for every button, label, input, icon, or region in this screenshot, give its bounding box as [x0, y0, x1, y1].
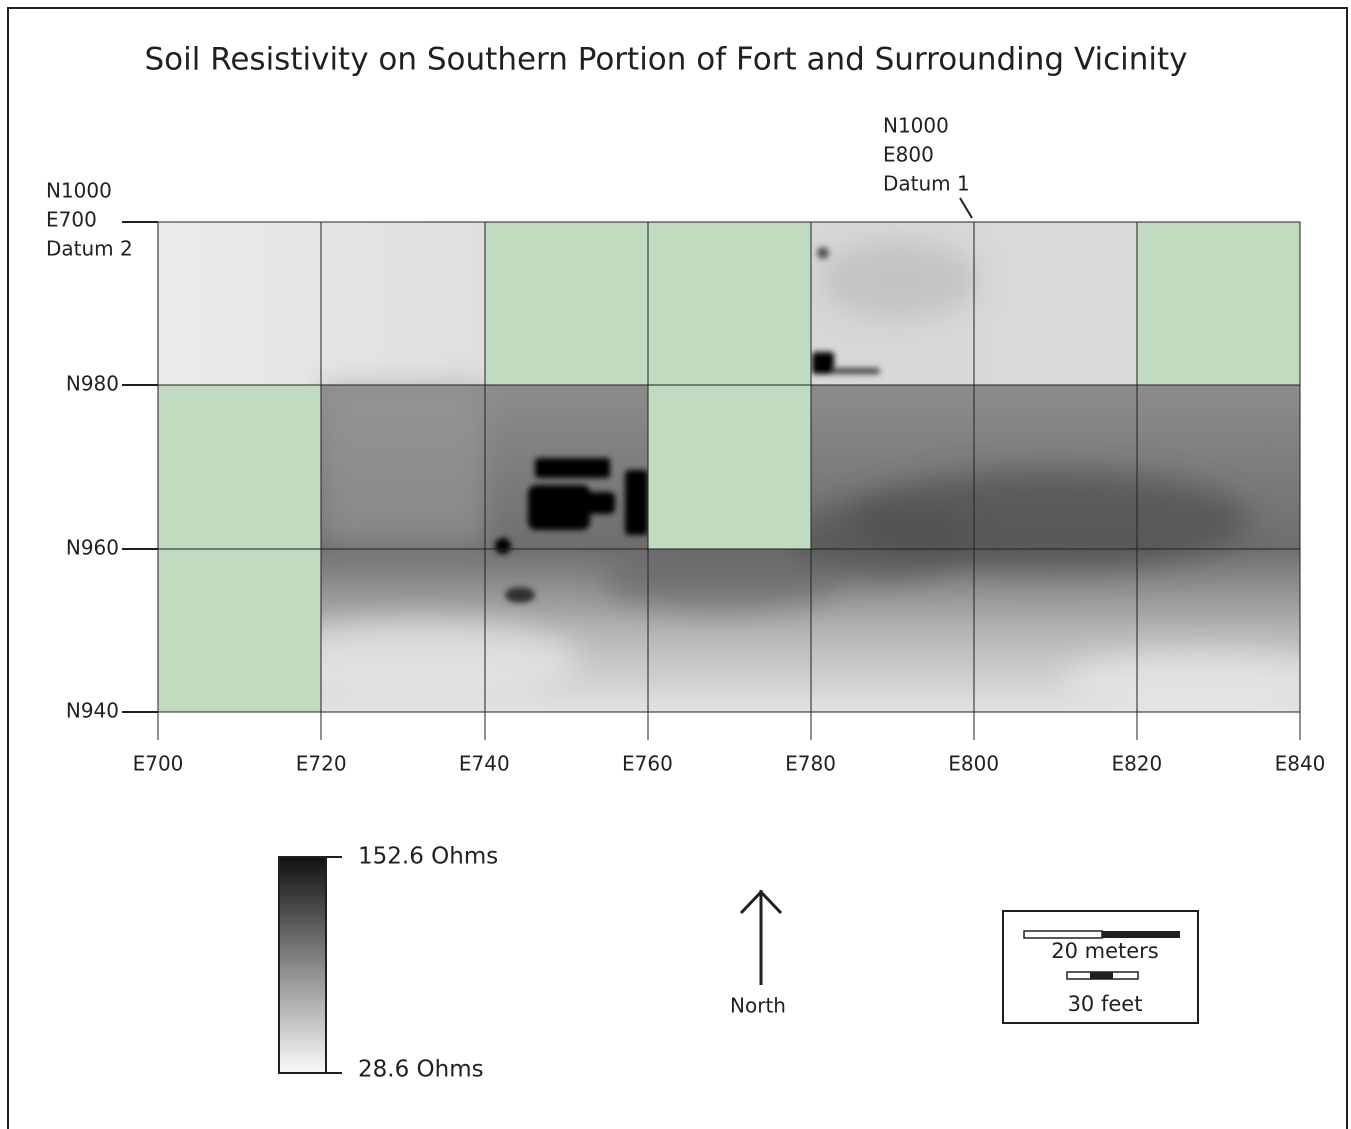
x-axis-label: E720	[296, 752, 347, 776]
x-axis-label: E820	[1111, 752, 1162, 776]
x-axis-label: E800	[948, 752, 999, 776]
x-axis-label: E840	[1275, 752, 1326, 776]
legend: 152.6 Ohms 28.6 Ohms	[278, 844, 498, 1083]
scale-metric: 20 meters	[1051, 939, 1159, 963]
datum-label: E800	[883, 143, 934, 167]
datum-label: N1000	[46, 179, 112, 203]
north-arrow: North	[730, 889, 786, 1018]
north-label: North	[730, 994, 786, 1018]
x-axis-label: E760	[622, 752, 673, 776]
scale-bar: 20 meters 30 feet	[1002, 910, 1199, 1024]
x-axis-label: E740	[459, 752, 510, 776]
legend-min: 28.6 Ohms	[358, 1057, 484, 1083]
title: Soil Resistivity on Southern Portion of …	[144, 42, 1187, 78]
datum-label: Datum 1	[883, 172, 970, 196]
scale-imperial: 30 feet	[1068, 992, 1143, 1016]
y-axis-label: N960	[66, 536, 119, 560]
y-axis-label: N940	[66, 699, 119, 723]
x-axis-label: E780	[785, 752, 836, 776]
frame	[7, 7, 1348, 1129]
legend-max: 152.6 Ohms	[358, 844, 498, 870]
datum-label: E700	[46, 208, 97, 232]
datum-label: N1000	[883, 114, 949, 138]
x-axis-label: E700	[133, 752, 184, 776]
datum-label: Datum 2	[46, 237, 133, 261]
y-axis-label: N980	[66, 372, 119, 396]
labels: N1000 E700 Datum 2 N1000 E800 Datum 1 N980 N960…	[46, 114, 1325, 776]
unsurveyed-cells	[158, 222, 1300, 712]
grid-lines	[122, 197, 1301, 740]
